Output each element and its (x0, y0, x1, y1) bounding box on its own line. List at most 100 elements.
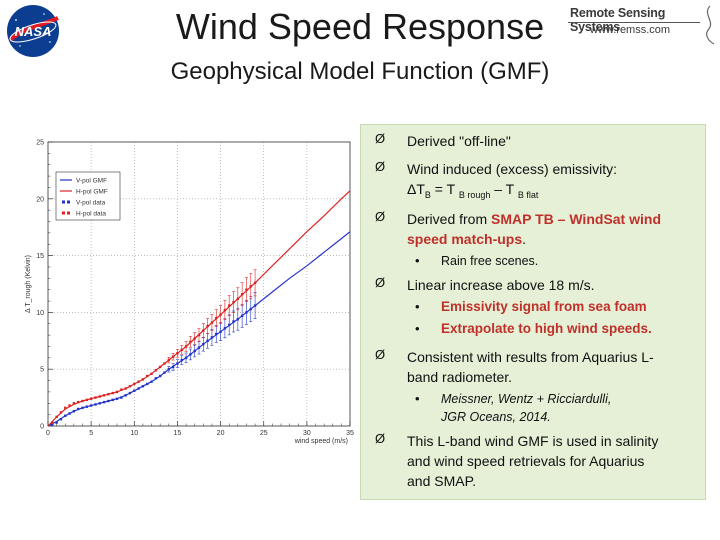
data-point-v-pol-data (98, 402, 101, 405)
y-axis-label: Δ T_rough (Kelvin) (25, 255, 32, 313)
data-point-v-pol-data (184, 356, 188, 360)
data-point-h-pol-data (206, 324, 209, 328)
bullet-4-sub-2: Extrapolate to high wind speeds. (441, 321, 652, 336)
data-point-v-pol-data (72, 410, 76, 413)
data-point-h-pol-data (64, 406, 67, 410)
bullet-3-sub: Rain free scenes. (441, 254, 539, 268)
data-point-h-pol-data (180, 348, 183, 352)
data-point-h-pol-data (68, 404, 71, 407)
data-point-v-pol-data (89, 404, 93, 407)
chart-series (47, 190, 351, 427)
legend-label: V-pol GMF (76, 178, 107, 185)
nasa-logo: NASA (7, 5, 59, 57)
data-point-h-pol-data (115, 390, 119, 394)
data-point-v-pol-data (223, 327, 227, 330)
data-point-h-pol-data (137, 380, 140, 383)
legend-swatch (67, 200, 70, 204)
legend-label: H-pol data (76, 211, 106, 218)
x-tick-label: 15 (174, 430, 182, 437)
y-tick-label: 0 (40, 424, 44, 431)
data-point-v-pol-data (193, 349, 196, 353)
data-point-v-pol-data (163, 371, 166, 374)
data-point-v-pol-data (176, 362, 179, 365)
data-point-h-pol-data (240, 293, 244, 296)
chart-legend: V-pol GMF H-pol GMF V-pol data H-pol data (55, 171, 121, 221)
data-point-v-pol-data (253, 304, 257, 307)
data-point-h-pol-data (128, 385, 132, 388)
slide-title: Wind Speed Response (175, 6, 545, 47)
data-point-h-pol-data (171, 355, 175, 358)
data-point-v-pol-data (210, 336, 214, 339)
data-point-v-pol-data (77, 407, 80, 411)
data-point-h-pol-data (184, 345, 188, 348)
x-axis-label: wind speed (m/s) (294, 438, 348, 445)
data-point-v-pol-data (240, 314, 244, 318)
legend-swatch (67, 211, 70, 215)
data-point-v-pol-data (215, 332, 218, 336)
data-point-h-pol-data (141, 378, 145, 381)
data-point-h-pol-data (98, 395, 101, 398)
data-point-v-pol-data (81, 406, 84, 410)
y-tick-label: 15 (36, 253, 44, 260)
data-point-v-pol-data (180, 358, 183, 362)
data-point-h-pol-data (154, 369, 158, 372)
data-point-h-pol-data (236, 297, 240, 300)
bullet-5-sub-line-2: JGR Oceans, 2014. (441, 410, 551, 424)
data-point-v-pol-data (158, 374, 162, 378)
data-point-h-pol-data (146, 374, 149, 378)
x-tick-label: 10 (130, 430, 138, 437)
data-point-v-pol-data (128, 391, 132, 395)
arrow-bullet-icon: Ø (375, 209, 386, 224)
x-tick-label: 35 (346, 430, 354, 437)
data-point-h-pol-data (51, 421, 54, 424)
data-point-h-pol-data (158, 365, 162, 369)
data-point-v-pol-data (171, 365, 175, 369)
data-point-v-pol-data (68, 412, 71, 415)
rss-logo: Remote Sensing Systems www.remss.com (566, 4, 718, 46)
data-point-h-pol-data (72, 402, 76, 405)
data-point-v-pol-data (94, 403, 97, 406)
legend-swatch (62, 211, 65, 215)
data-point-v-pol-data (167, 368, 170, 371)
data-point-v-pol-data (120, 396, 123, 399)
data-point-v-pol-data (133, 389, 136, 392)
data-point-v-pol-data (236, 318, 240, 321)
data-point-v-pol-data (206, 339, 209, 342)
data-point-v-pol-data (115, 397, 119, 400)
bullet-textbox: Ø Derived "off-line" Ø Wind induced (exc… (360, 124, 706, 500)
data-point-h-pol-data (102, 394, 106, 397)
data-point-h-pol-data (163, 362, 166, 365)
x-tick-label: 5 (89, 430, 93, 437)
data-point-v-pol-data (154, 377, 158, 380)
data-point-h-pol-data (193, 337, 196, 340)
rss-url: www.remss.com (590, 24, 671, 36)
data-point-h-pol-data (55, 415, 58, 419)
data-point-v-pol-data (107, 399, 110, 403)
data-point-v-pol-data (189, 353, 192, 356)
arrow-bullet-icon: Ø (375, 347, 386, 362)
plot-frame (47, 141, 351, 427)
legend-swatch (62, 200, 65, 204)
data-point-h-pol-data (111, 391, 114, 395)
data-point-h-pol-data (81, 399, 84, 403)
bullet-5-sub-line-1: Meissner, Wentz + Ricciardulli, (441, 392, 612, 406)
arrow-bullet-icon: Ø (375, 159, 386, 174)
data-point-v-pol-data (202, 343, 205, 346)
y-tick-label: 10 (36, 310, 44, 317)
arrow-bullet-icon: Ø (375, 131, 386, 146)
data-point-h-pol-data (150, 372, 153, 375)
data-point-v-pol-data (232, 320, 235, 323)
data-point-v-pol-data (85, 405, 89, 408)
data-point-h-pol-data (228, 304, 231, 307)
data-point-v-pol-data (137, 387, 140, 390)
x-tick-label: 0 (46, 430, 50, 437)
data-point-h-pol-data (85, 398, 89, 402)
data-point-h-pol-data (167, 358, 170, 362)
sub-bullet-dot: • (415, 321, 420, 336)
data-point-h-pol-data (210, 321, 214, 324)
data-point-v-pol-data (150, 380, 153, 383)
data-point-v-pol-data (197, 346, 201, 349)
data-point-h-pol-data (120, 388, 123, 391)
data-point-h-pol-data (197, 333, 201, 337)
x-tick-label: 20 (217, 430, 225, 437)
